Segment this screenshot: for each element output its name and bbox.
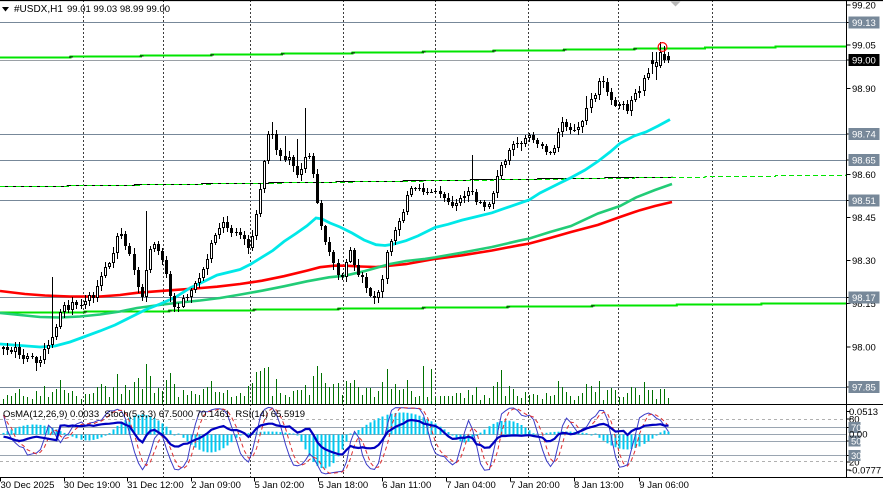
- svg-text:98.74: 98.74: [852, 130, 876, 141]
- svg-text:5 Jan 02:00: 5 Jan 02:00: [255, 480, 305, 491]
- svg-text:30: 30: [851, 451, 862, 462]
- svg-text:98.15: 98.15: [852, 299, 876, 310]
- svg-text:7 Jan 04:00: 7 Jan 04:00: [446, 480, 496, 491]
- svg-text:97.85: 97.85: [852, 383, 876, 394]
- svg-text:98.00: 98.00: [852, 343, 876, 354]
- svg-text:98.60: 98.60: [852, 170, 876, 181]
- svg-text:0.00: 0.00: [849, 430, 868, 441]
- svg-text:7 Jan 20:00: 7 Jan 20:00: [510, 480, 560, 491]
- svg-text:5 Jan 18:00: 5 Jan 18:00: [319, 480, 369, 491]
- svg-text:99.00: 99.00: [852, 56, 876, 67]
- svg-text:#USDX,H1: #USDX,H1: [14, 4, 63, 15]
- svg-text:31 Dec 12:00: 31 Dec 12:00: [127, 480, 184, 491]
- svg-text:99.05: 99.05: [852, 41, 876, 52]
- svg-text:OsMA(12,26,9) 0.0033 Stoch(5,: OsMA(12,26,9) 0.0033 Stoch(5,3,3) 67.500…: [3, 409, 305, 420]
- svg-text:98.30: 98.30: [852, 256, 876, 267]
- svg-text:99.13: 99.13: [852, 18, 876, 29]
- svg-text:98.51: 98.51: [852, 196, 876, 207]
- svg-text:0.0513: 0.0513: [849, 407, 878, 418]
- svg-text:98.45: 98.45: [852, 213, 876, 224]
- svg-text:80: 80: [849, 415, 860, 426]
- svg-text:50: 50: [851, 437, 862, 448]
- svg-text:8 Jan 13:00: 8 Jan 13:00: [574, 480, 624, 491]
- svg-text:70: 70: [851, 423, 862, 434]
- svg-text:9 Jan 06:00: 9 Jan 06:00: [639, 480, 689, 491]
- svg-text:6 Jan 11:00: 6 Jan 11:00: [382, 480, 431, 491]
- svg-text:99.01 99.03 98.99 99.00: 99.01 99.03 98.99 99.00: [67, 4, 170, 15]
- svg-text:98.17: 98.17: [852, 293, 876, 304]
- svg-text:2 Jan 09:00: 2 Jan 09:00: [191, 480, 241, 491]
- svg-text:30 Dec 19:00: 30 Dec 19:00: [64, 480, 121, 491]
- svg-text:98.90: 98.90: [852, 84, 876, 95]
- svg-text:-0.0777: -0.0777: [849, 466, 881, 477]
- svg-text:30 Dec 2025: 30 Dec 2025: [1, 480, 55, 491]
- svg-text:20: 20: [849, 458, 860, 469]
- svg-text:98.65: 98.65: [852, 156, 876, 167]
- svg-text:99.20: 99.20: [852, 1, 876, 12]
